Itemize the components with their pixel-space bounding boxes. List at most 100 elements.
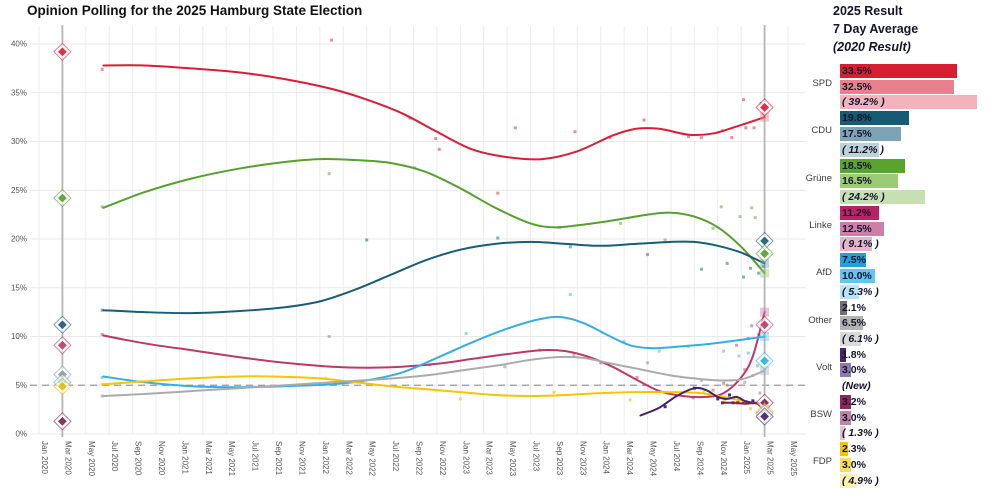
svg-text:Jul 2020: Jul 2020 xyxy=(110,441,119,472)
value-bar xyxy=(840,237,872,252)
bar-row-avg-7day: 32.5% xyxy=(840,79,998,95)
results-legend: 2025 Result 7 Day Average (2020 Result) … xyxy=(780,0,1000,500)
bar-value-text: 10.0% xyxy=(842,269,872,282)
svg-text:35%: 35% xyxy=(11,88,27,97)
value-bar xyxy=(840,142,880,157)
bar-row-result-2025: 2.1% xyxy=(840,300,998,316)
value-bar xyxy=(840,174,898,189)
scatter-fdp xyxy=(100,376,761,411)
bar-value-text: 16.5% xyxy=(842,175,872,188)
bar-row-result-2020: ( 1.3% ) xyxy=(840,426,998,441)
bar-row-result-2025: 7.5% xyxy=(840,253,998,268)
svg-text:0%: 0% xyxy=(15,430,27,439)
bar-row-result-2020: ( 24.2% ) xyxy=(840,189,998,205)
y-axis-labels: 0% 5% 10% 15% 20% 25% 30% 35% 40% xyxy=(11,40,27,439)
bar-value-text: 18.5% xyxy=(842,159,872,172)
value-bar xyxy=(840,331,862,346)
result-diamond-spd xyxy=(53,42,72,62)
result-diamond-grüne xyxy=(53,188,72,208)
bar-row-result-2020: ( 5.3% ) xyxy=(840,284,998,300)
svg-text:Jul 2024: Jul 2024 xyxy=(672,441,681,472)
bar-value-text: ( 39.2% ) xyxy=(842,96,885,109)
svg-text:Nov 2021: Nov 2021 xyxy=(297,441,306,476)
bar-value-text: 19.8% xyxy=(842,112,872,125)
value-bar xyxy=(840,126,902,141)
value-bar xyxy=(840,395,852,410)
party-label: CDU xyxy=(811,125,832,137)
party-label: AfD xyxy=(816,267,832,279)
svg-text:May 2024: May 2024 xyxy=(649,441,658,477)
svg-text:Sep 2021: Sep 2021 xyxy=(274,441,283,476)
svg-text:Mar 2023: Mar 2023 xyxy=(485,441,494,475)
bar-value-text: 7.5% xyxy=(842,254,866,267)
party-label: Grüne xyxy=(805,172,832,184)
svg-text:Jul 2022: Jul 2022 xyxy=(391,441,400,472)
svg-text:Jul 2023: Jul 2023 xyxy=(532,441,541,472)
svg-text:Mar 2020: Mar 2020 xyxy=(63,441,72,475)
bar-value-text: ( 1.3% ) xyxy=(842,427,879,440)
svg-text:Sep 2023: Sep 2023 xyxy=(555,441,564,476)
legend-party-volt: Volt 1.8% 3.0% (New) xyxy=(780,347,1000,395)
svg-text:May 2020: May 2020 xyxy=(87,441,96,477)
bar-value-text: 3.0% xyxy=(842,411,866,424)
svg-text:Jan 2023: Jan 2023 xyxy=(461,441,470,474)
bar-value-text: 3.0% xyxy=(842,364,866,377)
bar-row-avg-7day: 6.5% xyxy=(840,316,998,331)
svg-text:May 2023: May 2023 xyxy=(508,441,517,477)
svg-text:Nov 2022: Nov 2022 xyxy=(438,441,447,476)
svg-text:15%: 15% xyxy=(11,283,27,292)
value-bar xyxy=(840,111,910,126)
svg-text:Nov 2024: Nov 2024 xyxy=(719,441,728,476)
svg-text:30%: 30% xyxy=(11,137,27,146)
trend-line-grüne xyxy=(102,157,766,275)
result-diamond-cdu xyxy=(755,231,774,251)
value-bar xyxy=(840,363,851,378)
grid xyxy=(30,26,806,435)
bar-value-text: 33.5% xyxy=(842,65,872,77)
svg-text:Sep 2022: Sep 2022 xyxy=(414,441,423,476)
value-bar xyxy=(840,458,851,473)
svg-text:May 2021: May 2021 xyxy=(227,441,236,477)
party-label: Linke xyxy=(809,219,832,231)
value-bar xyxy=(840,316,863,331)
bar-row-result-2025: 33.5% xyxy=(840,64,998,79)
bar-value-text: 6.5% xyxy=(842,317,866,330)
scatter-cdu xyxy=(100,236,765,312)
bar-value-text: 17.5% xyxy=(842,127,872,140)
result-diamond-fdp xyxy=(53,377,72,396)
legend-header-2020: (2020 Result) xyxy=(833,40,911,54)
legend-party-spd: SPD 33.5% 32.5% ( 39.2% ) xyxy=(780,64,1000,111)
legend-party-linke: Linke 11.2% 12.5% ( 9.1% ) xyxy=(780,205,1000,253)
svg-text:May 2025: May 2025 xyxy=(789,441,798,477)
legend-party-bsw: BSW 3.2% 3.0% ( 1.3% ) xyxy=(780,395,1000,442)
svg-text:20%: 20% xyxy=(11,235,27,244)
svg-text:Jan 2020: Jan 2020 xyxy=(40,441,49,474)
bar-value-text: 1.8% xyxy=(842,348,866,361)
trend-line-linke xyxy=(102,311,766,399)
bar-value-text: ( 6.1% ) xyxy=(842,332,879,345)
bar-row-avg-7day: 3.0% xyxy=(840,410,998,426)
bar-row-result-2025: 19.8% xyxy=(840,111,998,126)
legend-header-2025: 2025 Result xyxy=(833,4,903,18)
trend-line-fdp xyxy=(102,375,766,406)
legend-header-avg: 7 Day Average xyxy=(833,22,919,36)
bar-value-text: ( 24.2% ) xyxy=(842,190,885,203)
result-diamond-afd xyxy=(755,351,774,371)
bar-value-text: 11.2% xyxy=(842,206,872,219)
value-bar xyxy=(840,347,847,362)
bar-row-result-2025: 1.8% xyxy=(840,347,998,363)
bar-value-text: (New) xyxy=(842,380,871,393)
bar-value-text: 2.3% xyxy=(842,443,866,456)
party-label: Volt xyxy=(816,361,832,373)
bar-value-text: ( 11.2% ) xyxy=(842,143,884,156)
bar-value-text: 12.5% xyxy=(842,222,872,235)
value-bar xyxy=(840,189,925,204)
party-label: FDP xyxy=(813,456,832,468)
svg-text:Nov 2020: Nov 2020 xyxy=(157,441,166,476)
bar-value-text: 3.0% xyxy=(842,459,866,472)
bar-value-text: 3.2% xyxy=(842,396,866,409)
bar-value-text: ( 9.1% ) xyxy=(842,238,879,251)
legend-party-other: Other 2.1% 6.5% ( 6.1% ) xyxy=(780,300,1000,348)
value-bar xyxy=(840,410,851,425)
